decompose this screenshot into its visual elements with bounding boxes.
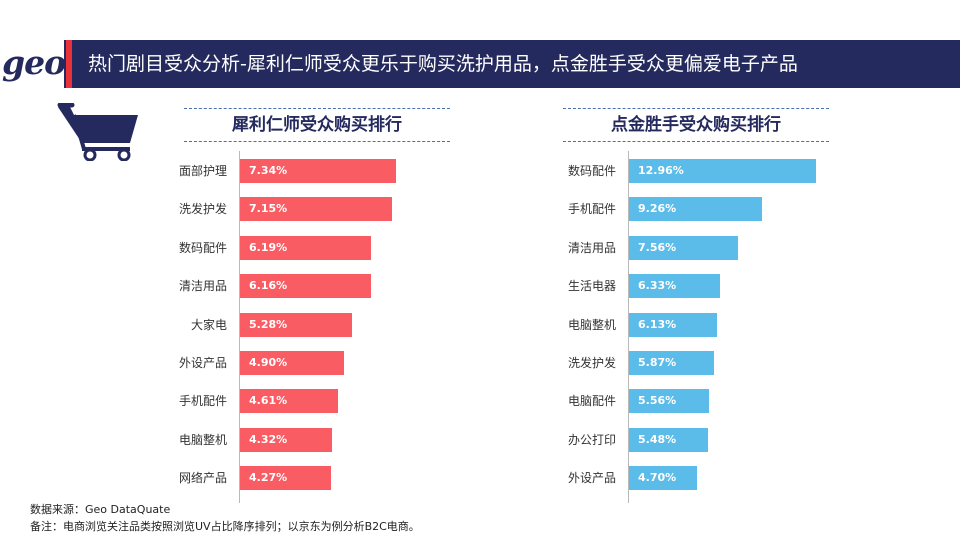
right-chart-title: 点金胜手受众购买排行 xyxy=(563,108,829,142)
right-bar-value-label: 4.70% xyxy=(638,471,677,484)
right-category-label: 电脑配件 xyxy=(567,394,616,408)
right-bar: 5.56% xyxy=(629,389,709,413)
right-bar: 5.87% xyxy=(629,351,714,375)
left-category-label: 清洁用品 xyxy=(178,279,227,293)
left-bar: 6.16% xyxy=(240,274,371,298)
right-bar-value-label: 6.33% xyxy=(638,279,677,292)
right-bar-value-label: 12.96% xyxy=(638,164,684,177)
left-bar: 7.15% xyxy=(240,197,392,221)
left-category-label: 大家电 xyxy=(190,318,227,332)
logo-accent-stripe xyxy=(66,40,72,88)
left-category-label: 数码配件 xyxy=(178,241,227,255)
right-category-label: 手机配件 xyxy=(567,202,616,216)
left-bar-value-label: 4.90% xyxy=(249,356,288,369)
left-bar-value-label: 6.19% xyxy=(249,241,288,254)
left-bar: 5.28% xyxy=(240,313,352,337)
left-bar: 7.34% xyxy=(240,159,396,183)
left-bar-value-label: 7.34% xyxy=(249,164,288,177)
left-category-label: 手机配件 xyxy=(178,394,227,408)
left-bar-value-label: 4.32% xyxy=(249,433,288,446)
left-bar-value-label: 6.16% xyxy=(249,279,288,292)
right-category-label: 数码配件 xyxy=(567,164,616,178)
left-category-label: 电脑整机 xyxy=(178,433,227,447)
left-chart-title: 犀利仁师受众购买排行 xyxy=(184,108,450,142)
remark-note: 备注：电商浏览关注品类按照浏览UV占比降序排列；以京东为例分析B2C电商。 xyxy=(30,520,420,533)
left-category-label: 面部护理 xyxy=(178,164,227,178)
header-bar: geo 热门剧目受众分析-犀利仁师受众更乐于购买洗护用品，点金胜手受众更偏爱电子… xyxy=(0,40,960,88)
right-bar-value-label: 6.13% xyxy=(638,318,677,331)
right-chart-axis xyxy=(628,151,629,503)
left-bar: 4.27% xyxy=(240,466,331,490)
page-title: 热门剧目受众分析-犀利仁师受众更乐于购买洗护用品，点金胜手受众更偏爱电子产品 xyxy=(88,53,798,75)
right-bar: 6.13% xyxy=(629,313,717,337)
left-chart-axis xyxy=(239,151,240,503)
source-note: 数据来源：Geo DataQuate xyxy=(30,503,171,516)
logo: geo xyxy=(0,40,66,88)
right-bar-value-label: 7.56% xyxy=(638,241,677,254)
left-bar: 4.61% xyxy=(240,389,338,413)
logo-text: geo xyxy=(2,43,66,82)
right-category-label: 洗发护发 xyxy=(567,356,616,370)
shopping-cart-icon xyxy=(56,102,142,165)
left-bar-value-label: 7.15% xyxy=(249,202,288,215)
right-category-label: 清洁用品 xyxy=(567,241,616,255)
right-bar-value-label: 5.87% xyxy=(638,356,677,369)
left-category-label: 网络产品 xyxy=(178,471,227,485)
right-bar: 6.33% xyxy=(629,274,720,298)
right-bar: 9.26% xyxy=(629,197,762,221)
left-category-label: 洗发护发 xyxy=(178,202,227,216)
left-bar-value-label: 4.27% xyxy=(249,471,288,484)
right-category-label: 外设产品 xyxy=(567,471,616,485)
right-bar-value-label: 5.56% xyxy=(638,394,677,407)
left-bar: 4.90% xyxy=(240,351,344,375)
right-category-label: 电脑整机 xyxy=(567,318,616,332)
left-bar: 4.32% xyxy=(240,428,332,452)
left-bar-value-label: 4.61% xyxy=(249,394,288,407)
right-bar-value-label: 5.48% xyxy=(638,433,677,446)
right-bar: 7.56% xyxy=(629,236,738,260)
right-category-label: 生活电器 xyxy=(567,279,616,293)
left-bar: 6.19% xyxy=(240,236,371,260)
right-bar-value-label: 9.26% xyxy=(638,202,677,215)
right-category-label: 办公打印 xyxy=(567,433,616,447)
right-bar: 12.96% xyxy=(629,159,816,183)
right-bar: 4.70% xyxy=(629,466,697,490)
left-category-label: 外设产品 xyxy=(178,356,227,370)
left-bar-value-label: 5.28% xyxy=(249,318,288,331)
right-bar: 5.48% xyxy=(629,428,708,452)
